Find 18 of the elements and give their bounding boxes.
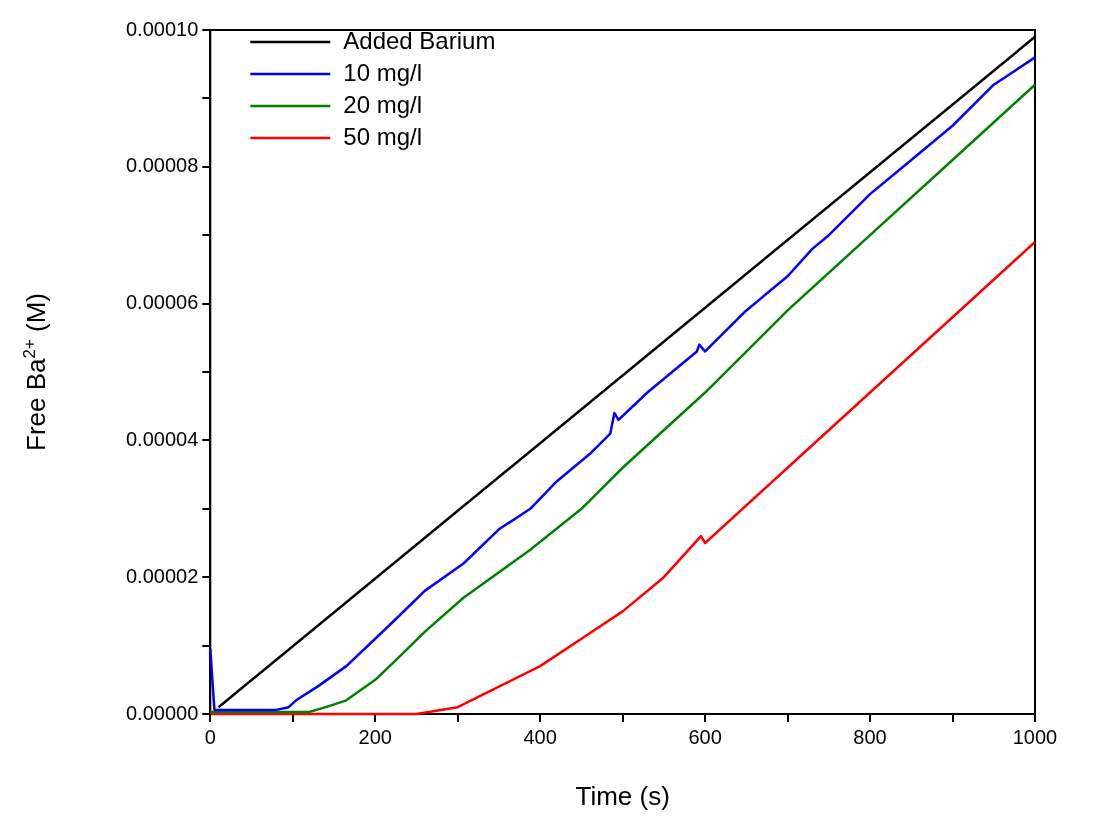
y-tick-label: 0.00008 — [126, 154, 199, 177]
legend-label: 50 mg/l — [343, 122, 422, 150]
legend-label: 10 mg/l — [343, 58, 422, 86]
y-tick-label: 0.00002 — [126, 564, 199, 587]
x-tick-label: 400 — [523, 725, 557, 748]
y-tick-label: 0.00000 — [126, 701, 199, 724]
y-tick-label: 0.00004 — [126, 427, 199, 450]
x-tick-label: 800 — [853, 725, 887, 748]
legend-label: Added Barium — [343, 26, 496, 54]
y-tick-label: 0.00006 — [126, 291, 199, 314]
x-tick-label: 200 — [358, 725, 392, 748]
x-axis-title: Time (s) — [575, 781, 670, 811]
y-axis-title: Free Ba2+ (M) — [19, 293, 51, 451]
x-tick-label: 600 — [688, 725, 722, 748]
x-tick-label: 1000 — [1012, 725, 1058, 748]
legend-label: 20 mg/l — [343, 90, 422, 118]
x-tick-label: 0 — [204, 725, 216, 748]
y-tick-label: 0.00010 — [126, 17, 199, 40]
